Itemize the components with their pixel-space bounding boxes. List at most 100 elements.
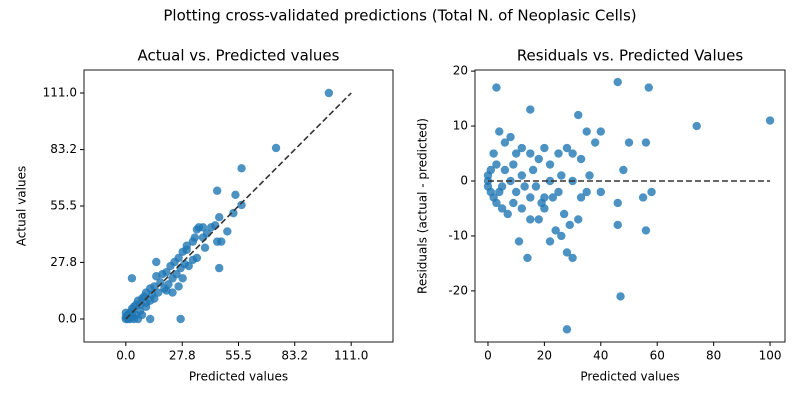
scatter-point: [576, 154, 586, 164]
scatter-point: [616, 292, 625, 301]
scatter-point: [526, 105, 535, 114]
y-tick-label: 10: [453, 119, 468, 133]
scatter-point: [590, 138, 600, 147]
x-tick-label: 111.0: [334, 349, 368, 363]
scatter-point: [495, 187, 504, 197]
axes-frame: [474, 69, 786, 343]
scatter-point: [526, 193, 535, 202]
scatter-point: [692, 121, 701, 131]
scatter-point: [166, 261, 175, 271]
scatter-point: [545, 160, 555, 169]
scatter-point: [554, 149, 563, 158]
scatter-point: [514, 237, 524, 246]
scatter-point: [511, 187, 521, 197]
scatter-point: [596, 187, 606, 197]
scatter-point: [200, 243, 210, 252]
figure-title: Plotting cross-validated predictions (To…: [163, 7, 636, 25]
scatter-point: [495, 127, 504, 136]
scatter-point: [562, 248, 572, 257]
scatter-point: [231, 190, 240, 200]
axes-title: Residuals vs. Predicted Values: [517, 47, 744, 65]
scatter-point: [517, 171, 527, 180]
y-tick-label: -10: [448, 228, 468, 242]
scatter-point: [576, 193, 586, 202]
scatter-point: [123, 314, 133, 324]
scatter-point: [127, 274, 137, 283]
scatter-point: [562, 143, 572, 153]
scatter-point: [133, 314, 143, 324]
y-tick-label: 111.0: [43, 86, 77, 100]
scatter-point: [545, 237, 555, 246]
scatter-point: [517, 204, 527, 213]
x-tick-label: 20: [537, 349, 552, 363]
scatter-point: [537, 198, 546, 208]
scatter-point: [562, 325, 572, 334]
scatter-point: [184, 261, 193, 271]
scatter-point: [237, 164, 246, 173]
scatter-point: [647, 187, 656, 197]
scatter-point: [492, 83, 501, 92]
scatter-point: [517, 143, 527, 153]
x-tick-label: 0.0: [116, 349, 135, 363]
scatter-point: [565, 220, 574, 230]
scatter-point: [582, 187, 591, 197]
scatter-point: [182, 245, 191, 254]
scatter-point: [212, 186, 222, 195]
scatter-point: [568, 253, 577, 263]
scatter-point: [619, 165, 628, 175]
scatter-point: [215, 263, 224, 273]
y-tick-label: 0: [460, 173, 468, 187]
scatter-point: [503, 209, 512, 219]
scatter-point: [641, 226, 651, 235]
scatter-point: [568, 149, 577, 158]
scatter-point: [585, 171, 594, 180]
reference-line: [125, 92, 352, 320]
scatter-point: [641, 138, 651, 147]
scatter-point: [489, 149, 498, 158]
scatter-point: [176, 314, 185, 324]
scatter-point: [188, 255, 198, 265]
scatter-point: [582, 127, 591, 136]
y-tick-label: 55.5: [50, 199, 77, 213]
scatter-point: [206, 223, 216, 232]
scatter-point: [168, 288, 177, 297]
scatter-point: [172, 270, 181, 279]
scatter-point: [497, 204, 507, 213]
y-tick-label: 27.8: [50, 255, 77, 269]
scatter-point: [574, 215, 583, 224]
scatter-point: [156, 278, 165, 287]
scatter-point: [557, 231, 566, 241]
y-axis-label: Actual values: [15, 166, 29, 246]
scatter-point: [152, 272, 161, 281]
scatter-point: [215, 212, 224, 222]
scatter-point: [190, 233, 200, 242]
x-tick-label: 27.8: [169, 349, 196, 363]
x-axis-label: Predicted values: [580, 370, 679, 384]
scatter-point: [509, 160, 518, 169]
scatter-point: [540, 143, 549, 153]
scatter-point: [174, 282, 183, 291]
x-tick-label: 100: [759, 349, 782, 363]
axes-title: Actual vs. Predicted values: [138, 47, 340, 65]
y-tick-label: 20: [453, 64, 468, 78]
scatter-point: [509, 198, 518, 208]
scatter-point: [483, 171, 493, 180]
scatter-point: [548, 193, 558, 202]
scatter-point: [534, 154, 543, 164]
y-tick-label: 83.2: [50, 142, 77, 156]
scatter-point: [152, 257, 161, 267]
scatter-point: [223, 227, 232, 236]
scatter-point: [557, 171, 566, 180]
y-axis-label: Residuals (actual - predicted): [416, 118, 430, 294]
x-tick-label: 55.5: [225, 349, 252, 363]
scatter-point: [613, 198, 622, 208]
scatter-point: [613, 220, 622, 230]
scatter-point: [520, 182, 529, 191]
y-tick-label: 0.0: [58, 311, 77, 325]
scatter-point: [523, 253, 532, 263]
scatter-point: [148, 290, 157, 299]
scatter-point: [271, 143, 281, 153]
scatter-point: [613, 77, 622, 87]
